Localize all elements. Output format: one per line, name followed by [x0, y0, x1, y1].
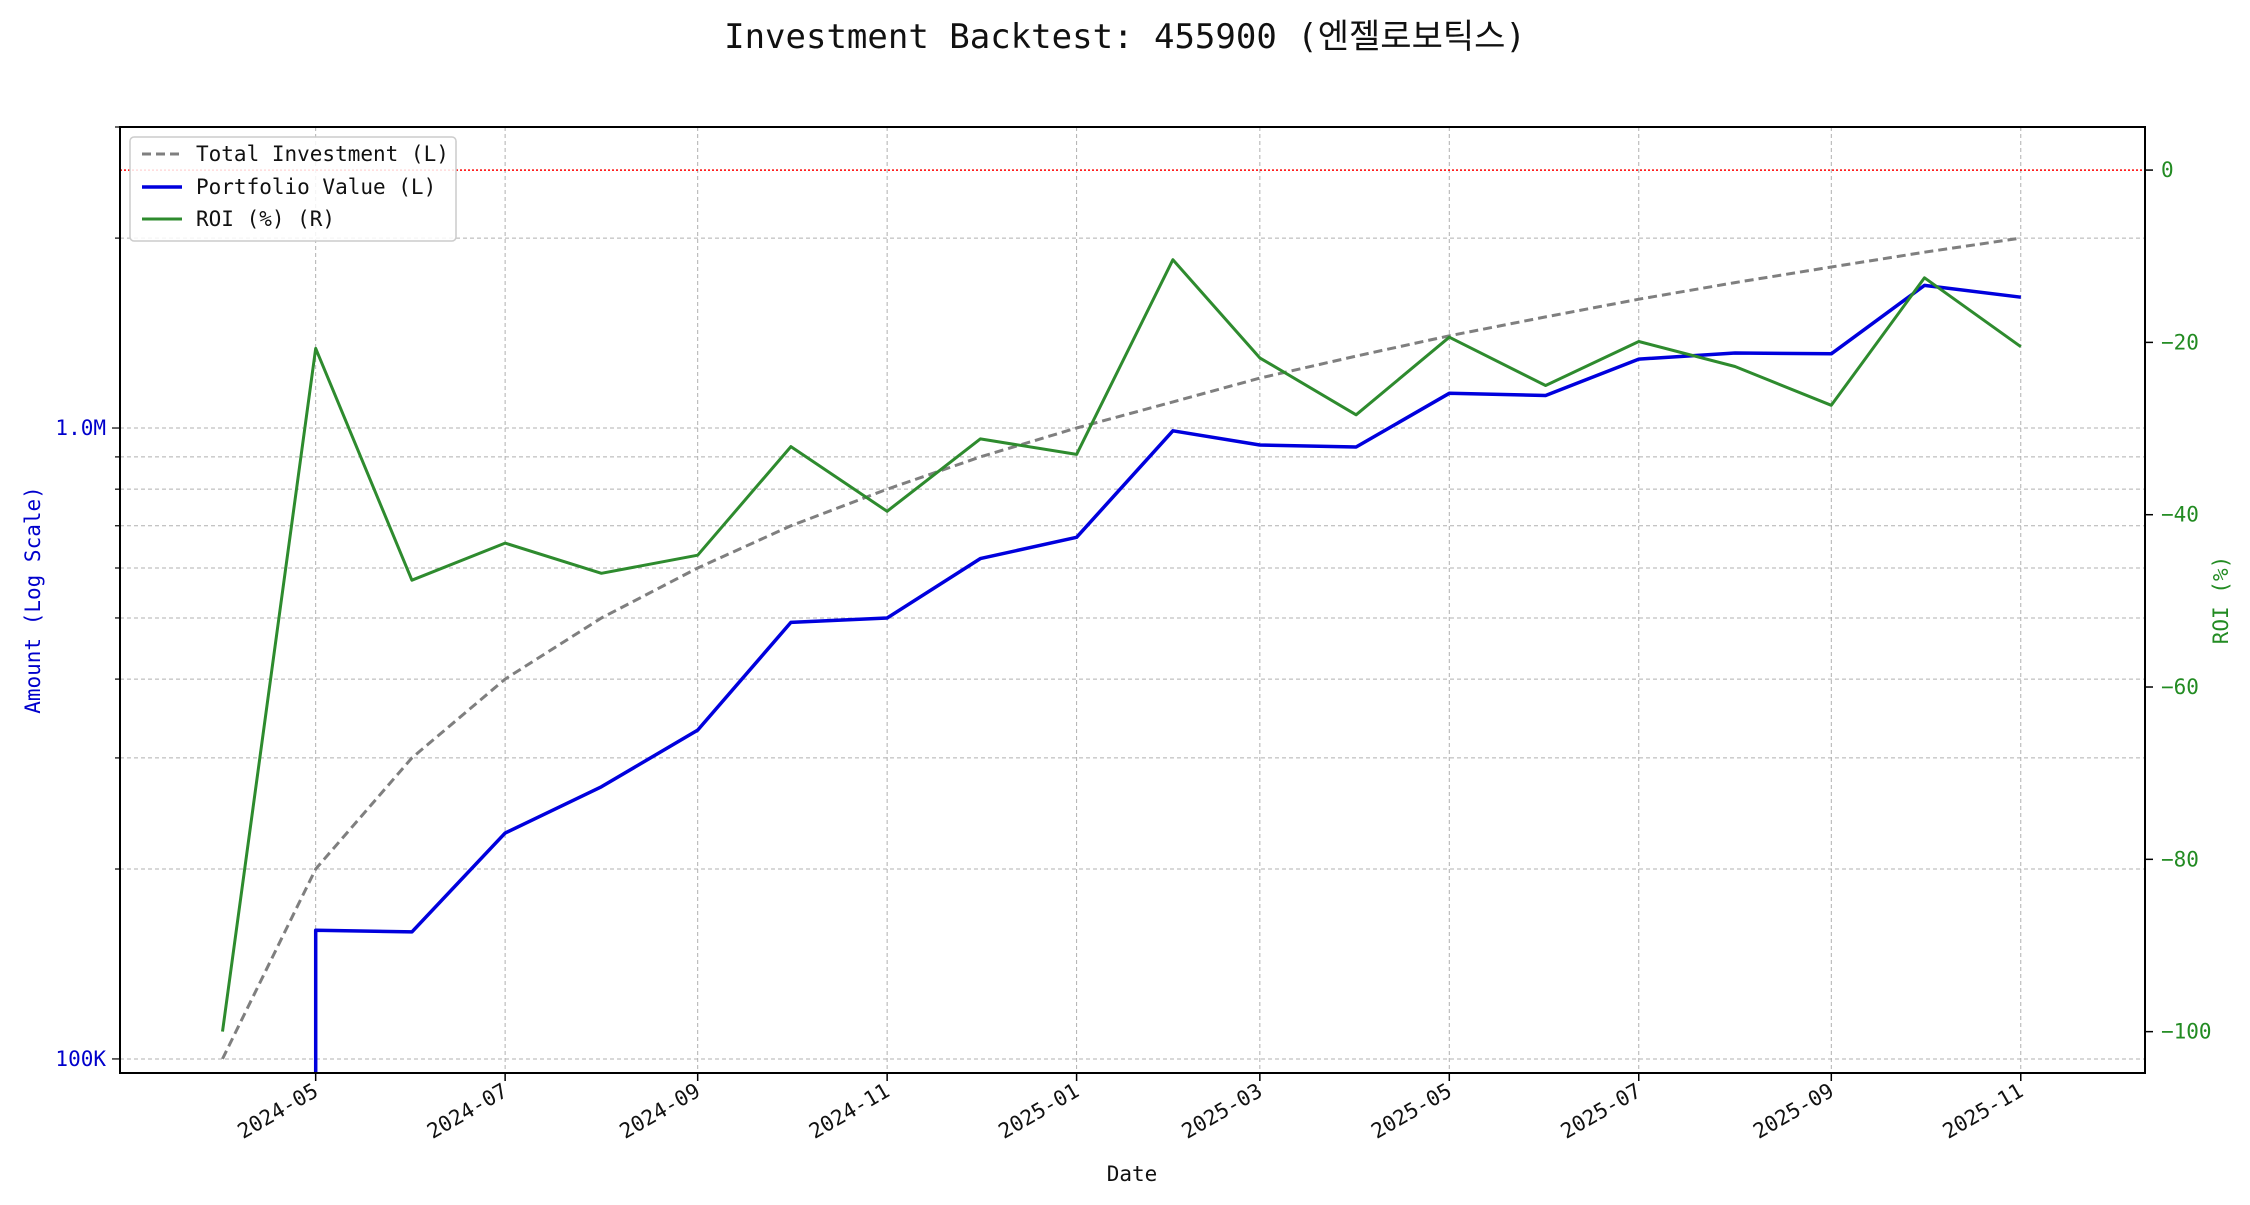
right-axis-label: ROI (%) — [2209, 556, 2233, 645]
legend-box — [129, 136, 457, 242]
x-axis-label: Date — [1107, 1162, 1158, 1186]
plot-frame — [119, 126, 2146, 1074]
right-tick-label: −60 — [2161, 675, 2199, 699]
legend-label-portfolio-value: Portfolio Value (L) — [196, 175, 436, 199]
right-tick-label: −100 — [2161, 1020, 2212, 1044]
left-tick-label: 100K — [55, 1047, 106, 1071]
legend-label-total-investment: Total Investment (L) — [196, 142, 449, 166]
right-tick-label: −80 — [2161, 847, 2199, 871]
legend: Total Investment (L) Portfolio Value (L)… — [129, 136, 457, 242]
legend-label-roi: ROI (%) (R) — [196, 207, 335, 231]
series-layer — [120, 169, 2145, 1073]
left-axis-label: Amount (Log Scale) — [21, 486, 45, 714]
right-tick-label: 0 — [2161, 158, 2174, 182]
left-tick-label: 1.0M — [55, 416, 106, 440]
portfolio-value-line — [313, 283, 2022, 1073]
roi-line — [221, 258, 2022, 1032]
right-tick-label: −20 — [2161, 330, 2199, 354]
total-investment-line — [221, 236, 2022, 1060]
right-tick-label: −40 — [2161, 503, 2199, 527]
chart-title: Investment Backtest: 455900 (엔젤로보틱스) — [724, 17, 1526, 57]
